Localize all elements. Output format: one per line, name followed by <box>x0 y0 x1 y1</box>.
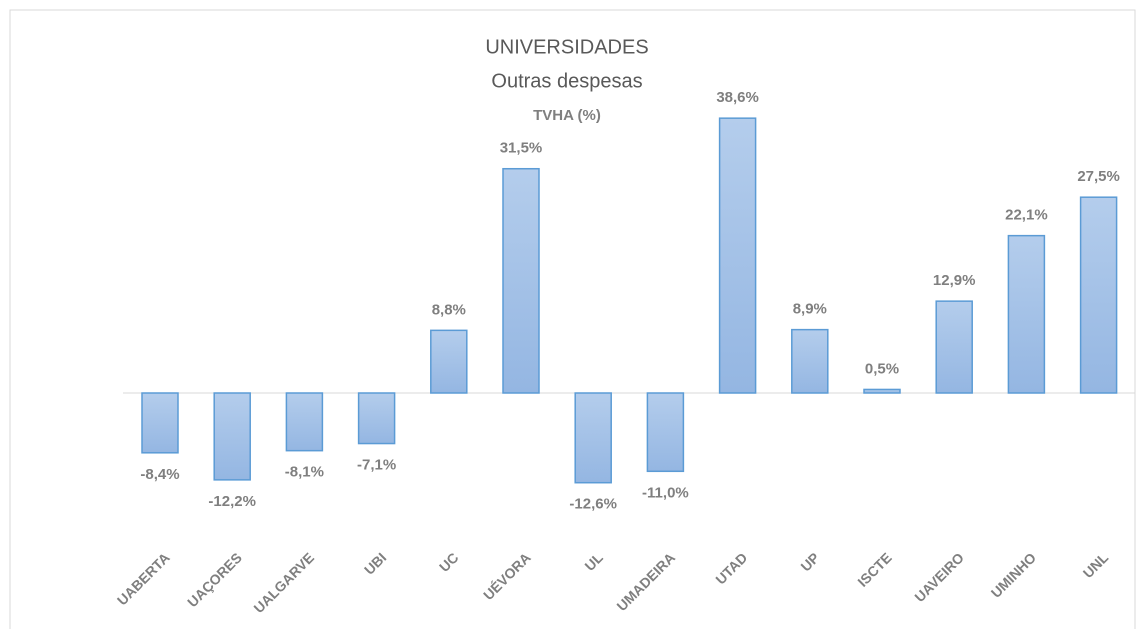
chart-subtitle: Outras despesas <box>491 70 642 92</box>
chart-title: UNIVERSIDADES <box>485 36 648 58</box>
x-tick-label: UP <box>797 549 822 574</box>
chart-frame <box>9 9 1136 629</box>
value-label: -7,1% <box>357 457 396 474</box>
value-label: 31,5% <box>500 140 543 157</box>
value-label: -8,4% <box>140 466 179 483</box>
x-tick-label: ISCTE <box>854 549 894 589</box>
value-label: -11,0% <box>642 484 689 501</box>
value-label: -8,1% <box>285 464 324 481</box>
x-tick-label: UL <box>581 549 606 574</box>
bar <box>718 117 757 394</box>
value-label: -12,6% <box>569 496 617 513</box>
value-label: 8,8% <box>432 301 466 318</box>
bar <box>646 392 685 473</box>
bar <box>791 328 829 394</box>
value-label: 8,9% <box>793 301 827 318</box>
bar <box>430 329 468 394</box>
value-label: 38,6% <box>716 89 759 106</box>
x-tick-label: UBI <box>361 549 389 577</box>
x-tick-label: UMADEIRA <box>613 549 678 614</box>
bar <box>1079 196 1118 394</box>
x-tick-label: UABERTA <box>114 549 173 608</box>
value-label: 0,5% <box>865 360 899 377</box>
x-tick-label: UAVEIRO <box>911 549 967 605</box>
x-tick-label: UTAD <box>712 549 750 587</box>
bar <box>502 167 540 394</box>
x-tick-label: UÉVORA <box>480 549 534 603</box>
bar <box>1007 234 1046 394</box>
bar <box>863 388 901 394</box>
x-tick-label: UC <box>436 549 462 575</box>
value-label: 12,9% <box>933 272 976 289</box>
value-label: 27,5% <box>1077 168 1120 185</box>
bar <box>213 392 251 481</box>
bar <box>574 392 612 484</box>
bar <box>935 300 973 394</box>
x-tick-label: UMINHO <box>988 549 1040 601</box>
unit-label: TVHA (%) <box>533 107 601 124</box>
bar <box>141 392 179 454</box>
value-label: 22,1% <box>1005 207 1048 224</box>
bar <box>285 392 324 452</box>
x-tick-label: UAÇORES <box>184 549 245 610</box>
value-label: -12,2% <box>208 493 256 510</box>
x-tick-label: UNL <box>1080 549 1112 581</box>
x-tick-label: UALGARVE <box>250 549 317 616</box>
bar <box>357 392 396 445</box>
